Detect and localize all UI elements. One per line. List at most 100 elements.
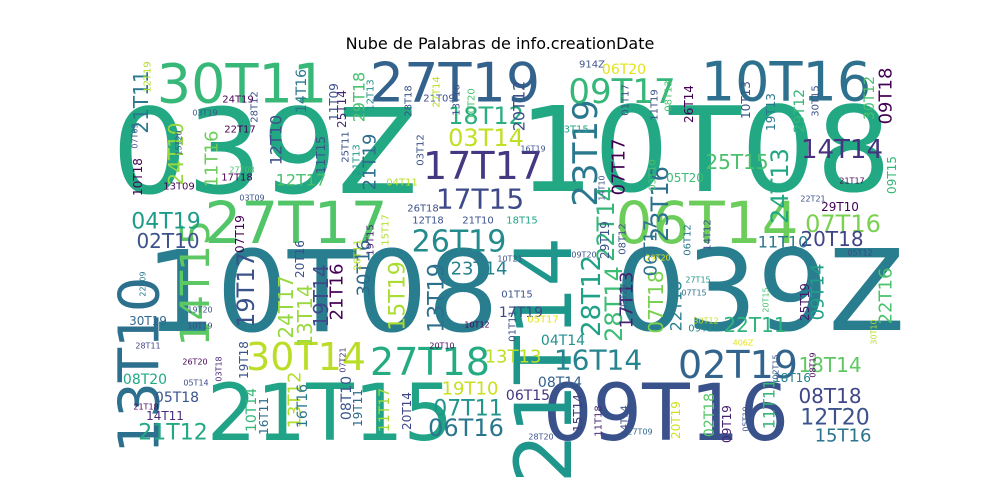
word: 10T08 bbox=[519, 81, 891, 219]
word: 23T16 bbox=[646, 166, 674, 242]
word: 20T19 bbox=[669, 401, 683, 439]
word: 26T20 bbox=[182, 358, 207, 367]
word: 28T14 bbox=[600, 266, 628, 342]
word: 21T18 bbox=[133, 403, 158, 412]
word: 13T12 bbox=[285, 372, 306, 429]
word: 25T19 bbox=[798, 283, 812, 321]
word: 07T15 bbox=[681, 289, 706, 298]
word: 10T13 bbox=[739, 81, 753, 119]
word: 10T18 bbox=[131, 158, 145, 196]
word: 12T19 bbox=[143, 61, 154, 93]
word: 03T14 bbox=[448, 124, 524, 152]
word: 09T18 bbox=[876, 68, 897, 125]
word: 01T17 bbox=[621, 84, 632, 116]
word: 05T19 bbox=[742, 406, 751, 431]
word: 06T12 bbox=[683, 224, 694, 256]
word: 20T16 bbox=[293, 240, 307, 278]
word: 25T11 bbox=[341, 131, 352, 163]
word: 09T14 bbox=[808, 264, 829, 321]
word: 02T19 bbox=[678, 343, 798, 387]
word: 29T18 bbox=[350, 72, 369, 123]
word: 05T18 bbox=[155, 390, 199, 406]
word: 23T14 bbox=[451, 259, 508, 280]
word: 16T16 bbox=[295, 384, 311, 428]
word: 05T17 bbox=[527, 315, 559, 326]
word: 09T17 bbox=[568, 72, 675, 112]
word: 16T19 bbox=[520, 145, 545, 154]
word: 20T18 bbox=[800, 227, 863, 251]
word: 25T15 bbox=[705, 150, 768, 174]
word: 18T14 bbox=[798, 353, 861, 377]
word: 19T15 bbox=[366, 224, 377, 256]
word: 12T18 bbox=[412, 216, 444, 227]
word: 22T16 bbox=[876, 268, 897, 325]
word: 07T21 bbox=[339, 347, 348, 372]
word: 30T19 bbox=[129, 314, 167, 328]
word: 04T14 bbox=[541, 333, 585, 349]
word: 02T18 bbox=[702, 393, 718, 437]
word: 03T12 bbox=[416, 134, 427, 166]
word: 406Z bbox=[733, 339, 754, 348]
word: 26T11 bbox=[353, 239, 364, 271]
word: 11T19 bbox=[650, 89, 661, 121]
word: 08T14 bbox=[538, 375, 582, 391]
word: 08T13 bbox=[664, 80, 675, 112]
word: 12T20 bbox=[800, 406, 869, 431]
word: 29T20 bbox=[645, 254, 670, 263]
word: 14T10 bbox=[598, 175, 607, 200]
word: 19T10 bbox=[442, 379, 499, 400]
word: 17T17 bbox=[423, 144, 543, 188]
word: 08T12 bbox=[618, 223, 629, 255]
word: 18T15 bbox=[506, 216, 538, 227]
word: 24T14 bbox=[620, 405, 631, 437]
word: 22T09 bbox=[139, 271, 148, 296]
word: 17T18 bbox=[221, 173, 253, 184]
word: 28T20 bbox=[528, 433, 553, 442]
chart-title: Nube de Palabras de info.creationDate bbox=[345, 34, 655, 53]
word: 22T18 bbox=[667, 281, 686, 332]
word: 20T10 bbox=[429, 342, 454, 351]
word: 19T14 bbox=[309, 264, 333, 327]
word: 11T09 bbox=[327, 83, 341, 121]
word: 039Z bbox=[112, 83, 418, 221]
word: 19T13 bbox=[764, 93, 778, 131]
word: 27T17 bbox=[204, 189, 387, 257]
word: 05T14 bbox=[183, 379, 208, 388]
word: 09T16 bbox=[543, 369, 789, 459]
word: 07T16 bbox=[805, 210, 881, 238]
word: 27T19 bbox=[370, 52, 540, 115]
word: 21T15 bbox=[207, 369, 453, 459]
word: 17T19 bbox=[499, 305, 543, 321]
word: 21T12 bbox=[138, 421, 207, 446]
word: 06T14 bbox=[615, 189, 798, 257]
word: 15T20 bbox=[175, 130, 184, 155]
word: 11T18 bbox=[594, 405, 605, 437]
word: 16T11 bbox=[257, 397, 271, 435]
word: 21T11 bbox=[129, 70, 153, 133]
word: 27T14 bbox=[432, 76, 443, 108]
word: 07T11 bbox=[433, 397, 502, 422]
word: 15T19 bbox=[386, 261, 411, 330]
word: 10T08 bbox=[145, 228, 498, 358]
word: 13T14 bbox=[293, 284, 317, 347]
word: 12T10 bbox=[267, 115, 286, 166]
word: 22T11 bbox=[723, 313, 786, 337]
word: 09T20 bbox=[571, 251, 596, 260]
word: 22T14 bbox=[592, 186, 620, 262]
word: 18T12 bbox=[448, 102, 524, 130]
word: 19T20 bbox=[187, 306, 212, 315]
word: 10T12 bbox=[464, 321, 489, 330]
word: 09T15 bbox=[885, 156, 899, 194]
word: 18T16 bbox=[773, 371, 811, 385]
word: 30T12 bbox=[693, 317, 718, 326]
word: 13T09 bbox=[163, 182, 195, 193]
word: 10T20 bbox=[467, 88, 478, 120]
word: 13T15 bbox=[557, 125, 589, 136]
word: 09T19 bbox=[720, 405, 734, 443]
word: 30T15 bbox=[811, 85, 822, 117]
word: 28T12 bbox=[250, 91, 261, 123]
word: 10T14 bbox=[244, 388, 260, 432]
word: 21T10 bbox=[462, 216, 494, 227]
word: 26T18 bbox=[407, 204, 439, 215]
